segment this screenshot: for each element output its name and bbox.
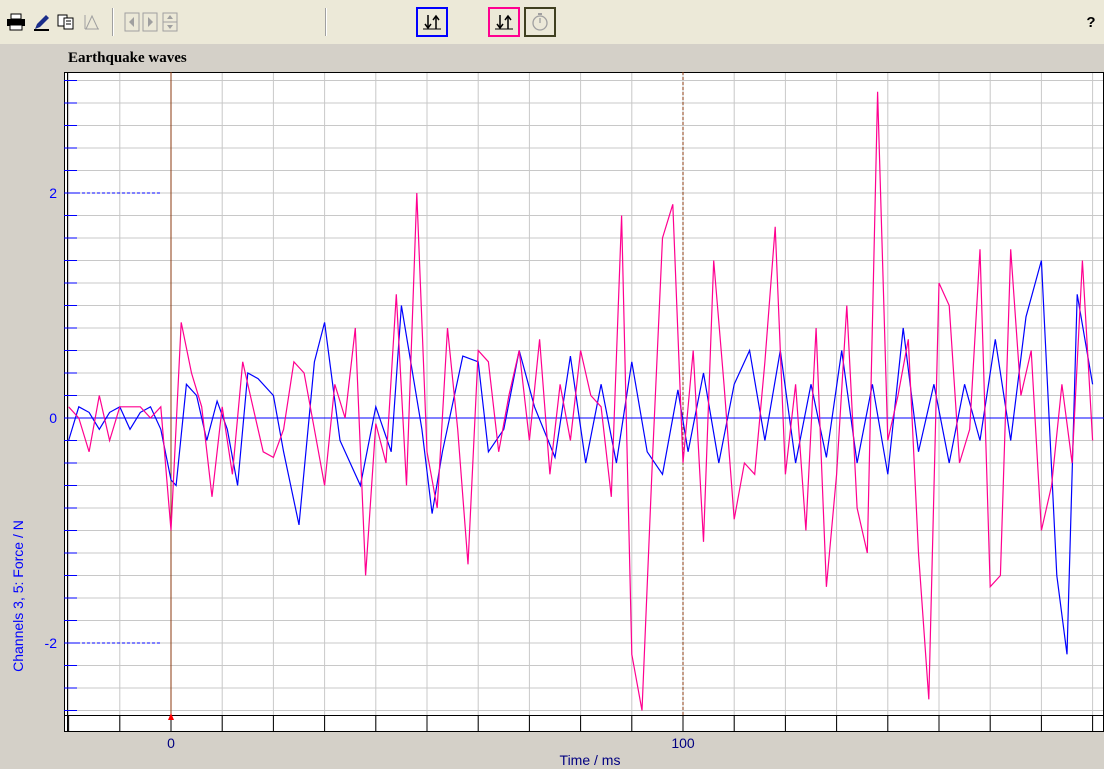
scroll-left-button[interactable] [118, 9, 146, 35]
chart-title: Earthquake waves [68, 50, 187, 66]
scroll-right-button[interactable] [136, 9, 164, 35]
x-axis-label: Time / ms [560, 752, 621, 768]
print-icon [7, 13, 25, 31]
series-line-2 [68, 91, 1094, 711]
print-button[interactable] [2, 9, 30, 35]
channel-b-scale-icon [495, 14, 513, 30]
x-tick-label: 100 [671, 735, 695, 751]
y-tick-label: 0 [49, 410, 57, 426]
toolbar: ? [0, 0, 1104, 44]
scroll-left-icon [124, 12, 140, 32]
channel-b-scale-button[interactable] [488, 7, 520, 37]
channel-a-scale-button[interactable] [416, 7, 448, 37]
time-markers [168, 72, 684, 720]
copy-icon [57, 14, 74, 30]
edit-button[interactable] [28, 9, 56, 35]
y-tick-label: 2 [49, 185, 57, 201]
zoom-button[interactable] [156, 9, 184, 35]
x-axis: 0 100 [68, 715, 1094, 751]
grid [64, 72, 1104, 732]
channel-a-scale-icon [423, 14, 441, 30]
help-button[interactable]: ? [1086, 13, 1096, 31]
zoom-icon [162, 12, 178, 32]
edit-icon [34, 15, 49, 31]
scroll-right-icon [142, 12, 158, 32]
peak-icon [84, 14, 99, 30]
peak-button[interactable] [78, 9, 106, 35]
stopwatch-icon [532, 13, 548, 31]
copy-button[interactable] [52, 9, 80, 35]
y-axis-label: Channels 3, 5: Force / N [10, 520, 26, 672]
x-tick-label: 0 [167, 735, 175, 751]
y-tick-label: -2 [45, 635, 58, 651]
stopwatch-button[interactable] [524, 7, 556, 37]
trigger-marker [168, 713, 174, 720]
series-group [68, 91, 1094, 711]
